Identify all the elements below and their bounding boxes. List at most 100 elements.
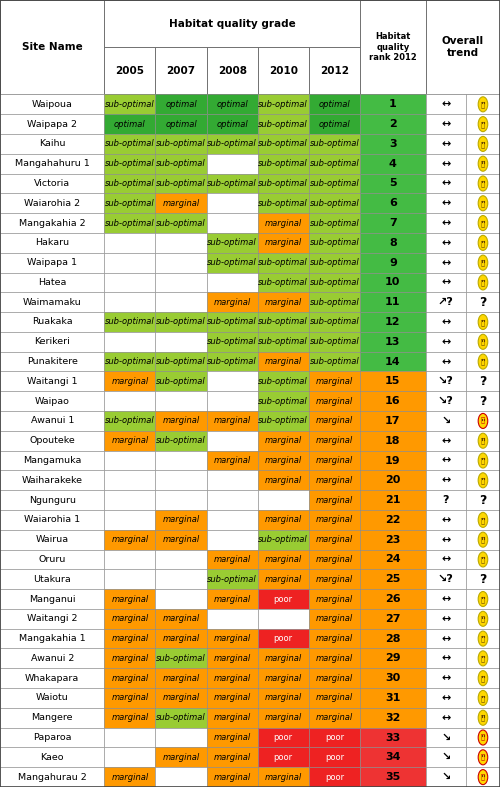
Bar	[309, 629, 360, 648]
Bar	[156, 411, 206, 430]
Bar	[360, 371, 426, 391]
Text: ⌣: ⌣	[481, 656, 485, 662]
Bar	[309, 609, 360, 629]
Bar	[360, 549, 426, 569]
Circle shape	[478, 750, 488, 765]
Bar	[466, 451, 500, 471]
Text: poor: poor	[274, 634, 293, 643]
Bar	[360, 272, 426, 292]
Bar	[206, 589, 258, 609]
Bar	[466, 549, 500, 569]
Text: ↔: ↔	[441, 614, 450, 624]
Text: ?: ?	[442, 495, 449, 505]
Text: sub-optimal: sub-optimal	[208, 139, 257, 149]
Text: Waiotu: Waiotu	[36, 693, 68, 703]
Text: 14: 14	[385, 357, 400, 367]
Bar	[206, 233, 258, 253]
Circle shape	[478, 473, 488, 488]
Text: marginal: marginal	[112, 615, 148, 623]
Text: sub-optimal: sub-optimal	[156, 713, 206, 722]
Bar	[0, 174, 104, 194]
Bar	[104, 272, 156, 292]
Bar	[360, 609, 426, 629]
Bar	[466, 352, 500, 371]
Bar	[426, 233, 466, 253]
Text: marginal: marginal	[316, 476, 353, 485]
Bar	[258, 748, 309, 767]
Bar	[104, 134, 156, 153]
Bar	[0, 648, 104, 668]
Bar	[206, 728, 258, 748]
Text: ⌣: ⌣	[481, 616, 485, 623]
Text: ↔: ↔	[441, 179, 450, 188]
Bar	[104, 589, 156, 609]
Bar	[156, 391, 206, 411]
Text: 16: 16	[385, 396, 400, 406]
Bar	[104, 47, 156, 94]
Text: optimal: optimal	[318, 100, 350, 109]
Bar	[104, 609, 156, 629]
Bar	[156, 510, 206, 530]
Circle shape	[478, 592, 488, 607]
Bar	[104, 471, 156, 490]
Bar	[466, 668, 500, 688]
Text: sub-optimal: sub-optimal	[258, 397, 308, 405]
Text: ↔: ↔	[441, 673, 450, 683]
Text: Victoria: Victoria	[34, 179, 70, 188]
Text: Ruakaka: Ruakaka	[32, 317, 72, 327]
Bar	[426, 391, 466, 411]
Text: 9: 9	[389, 257, 397, 268]
Text: sub-optimal: sub-optimal	[310, 317, 359, 327]
Bar	[309, 312, 360, 332]
Text: Utakura: Utakura	[34, 575, 71, 584]
Bar	[0, 213, 104, 233]
Bar	[0, 609, 104, 629]
Text: sub-optimal: sub-optimal	[156, 357, 206, 366]
Bar	[156, 213, 206, 233]
Bar	[360, 233, 426, 253]
Text: marginal: marginal	[112, 594, 148, 604]
Bar	[156, 609, 206, 629]
Text: ⌣: ⌣	[481, 339, 485, 345]
Bar	[258, 708, 309, 728]
Text: marginal: marginal	[214, 456, 251, 465]
Bar	[360, 530, 426, 549]
Bar	[466, 530, 500, 549]
Circle shape	[478, 97, 488, 112]
Bar	[104, 371, 156, 391]
Bar	[360, 253, 426, 272]
Bar	[360, 213, 426, 233]
Bar	[206, 153, 258, 174]
Bar	[258, 292, 309, 312]
Bar	[206, 292, 258, 312]
Bar	[104, 510, 156, 530]
Text: 11: 11	[385, 297, 400, 307]
Bar	[360, 451, 426, 471]
Bar	[360, 134, 426, 153]
Text: sub-optimal: sub-optimal	[105, 416, 155, 426]
Text: sub-optimal: sub-optimal	[310, 238, 359, 247]
Text: sub-optimal: sub-optimal	[258, 159, 308, 168]
Text: sub-optimal: sub-optimal	[310, 219, 359, 227]
Text: sub-optimal: sub-optimal	[156, 159, 206, 168]
Text: optimal: optimal	[114, 120, 146, 128]
Bar	[360, 194, 426, 213]
Text: marginal: marginal	[264, 456, 302, 465]
Bar	[426, 668, 466, 688]
Text: ⌣: ⌣	[481, 675, 485, 682]
Text: ⌣: ⌣	[481, 556, 485, 563]
Bar	[0, 0, 104, 94]
Bar	[206, 569, 258, 589]
Bar	[258, 272, 309, 292]
Text: ↔: ↔	[441, 634, 450, 644]
Text: marginal: marginal	[162, 634, 200, 643]
Text: marginal: marginal	[112, 654, 148, 663]
Circle shape	[478, 710, 488, 726]
Bar	[360, 471, 426, 490]
Bar	[0, 411, 104, 430]
Text: marginal: marginal	[316, 456, 353, 465]
Text: Punakitere: Punakitere	[27, 357, 78, 366]
Bar	[360, 748, 426, 767]
Circle shape	[478, 631, 488, 646]
Text: 5: 5	[389, 179, 396, 188]
